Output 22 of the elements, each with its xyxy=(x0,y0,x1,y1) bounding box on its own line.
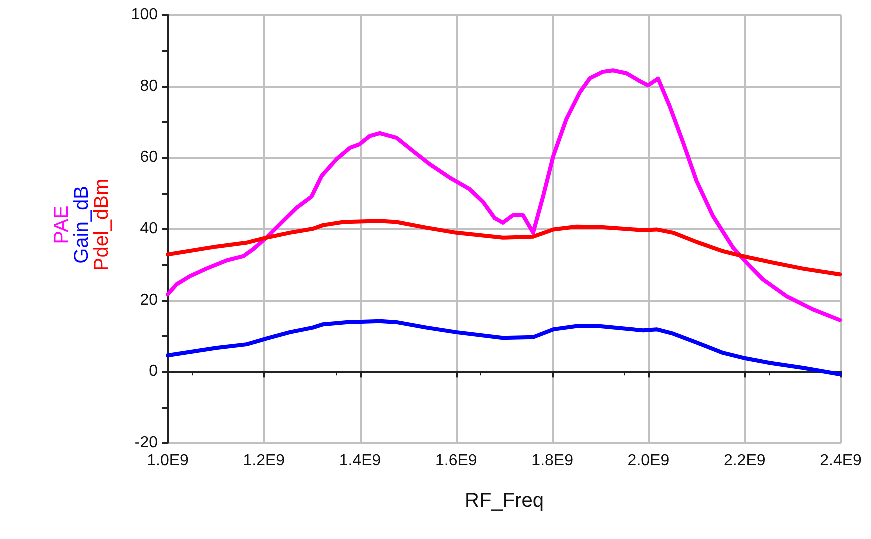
x-tick-label: 1.4E9 xyxy=(339,452,382,470)
y-tick-label: 100 xyxy=(131,6,158,24)
text: PAE xyxy=(51,206,73,244)
y-tick-label: 60 xyxy=(140,149,158,166)
x-tick-label: 2.0E9 xyxy=(628,452,670,470)
line-series xyxy=(166,68,842,322)
line-series xyxy=(166,219,842,277)
x-axis-title: RF_Freq xyxy=(465,490,544,512)
x-tick-label: 2.4E9 xyxy=(820,452,862,470)
line-series xyxy=(166,319,842,377)
y-tick-label: 20 xyxy=(140,292,158,309)
x-tick-label: 1.2E9 xyxy=(243,452,286,470)
text: Gain_dB xyxy=(71,186,93,264)
y-tick-label: 80 xyxy=(140,78,158,95)
x-tick-label: 1.8E9 xyxy=(532,452,574,470)
y-tick-label: -20 xyxy=(134,434,158,452)
x-tick-label: 1.0E9 xyxy=(147,452,190,470)
text: Pdel_dBm xyxy=(91,178,113,272)
y-tick-label: 0 xyxy=(149,363,158,380)
x-tick-label: 1.6E9 xyxy=(436,452,478,470)
x-tick-label: 2.2E9 xyxy=(724,452,766,470)
y-tick-label: 40 xyxy=(140,220,158,238)
